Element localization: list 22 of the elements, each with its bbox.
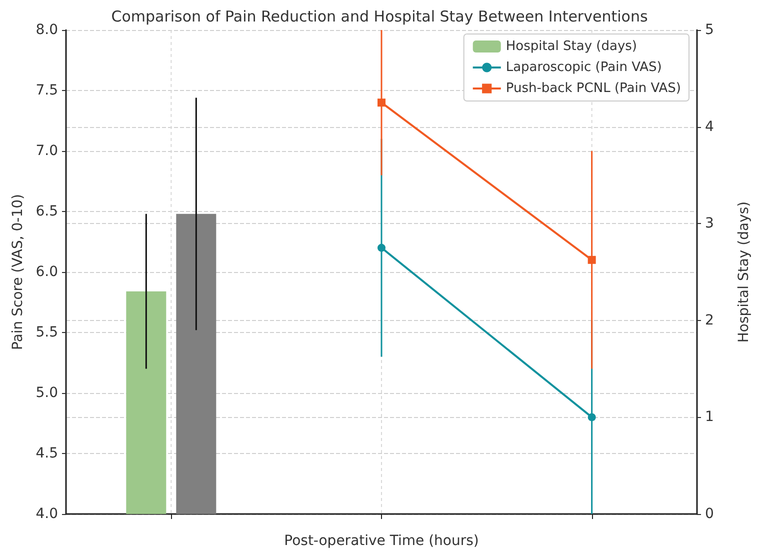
legend-label: Push-back PCNL (Pain VAS) — [506, 81, 682, 96]
y2-tick-label: 0 — [705, 506, 714, 522]
y-tick-label: 6.0 — [36, 264, 58, 280]
y2-axis-title: Hospital Stay (days) — [736, 201, 752, 343]
legend-label: Hospital Stay (days) — [506, 39, 638, 54]
y-tick-label: 7.0 — [36, 143, 58, 159]
y-axis-title: Pain Score (VAS, 0-10) — [10, 194, 26, 350]
y2-tick-label: 2 — [705, 312, 714, 328]
x-axis-title: Post-operative Time (hours) — [284, 533, 479, 549]
y2-tick-label: 5 — [705, 22, 714, 38]
y-tick-label: 4.5 — [36, 446, 58, 462]
legend-label: Laparoscopic (Pain VAS) — [506, 60, 662, 75]
y-tick-label: 4.0 — [36, 506, 58, 522]
y-tick-label: 5.0 — [36, 385, 58, 401]
chart-title: Comparison of Pain Reduction and Hospital Stay Between Interventions — [111, 8, 648, 26]
y-tick-label: 5.5 — [36, 324, 58, 340]
y2-tick-label: 4 — [705, 118, 714, 135]
y-tick-label: 7.5 — [36, 82, 58, 98]
y2-tick-label: 1 — [705, 409, 714, 426]
y2-tick-label: 3 — [705, 216, 714, 232]
y-tick-label: 6.5 — [36, 204, 58, 220]
y-tick-label: 8.0 — [36, 22, 58, 38]
